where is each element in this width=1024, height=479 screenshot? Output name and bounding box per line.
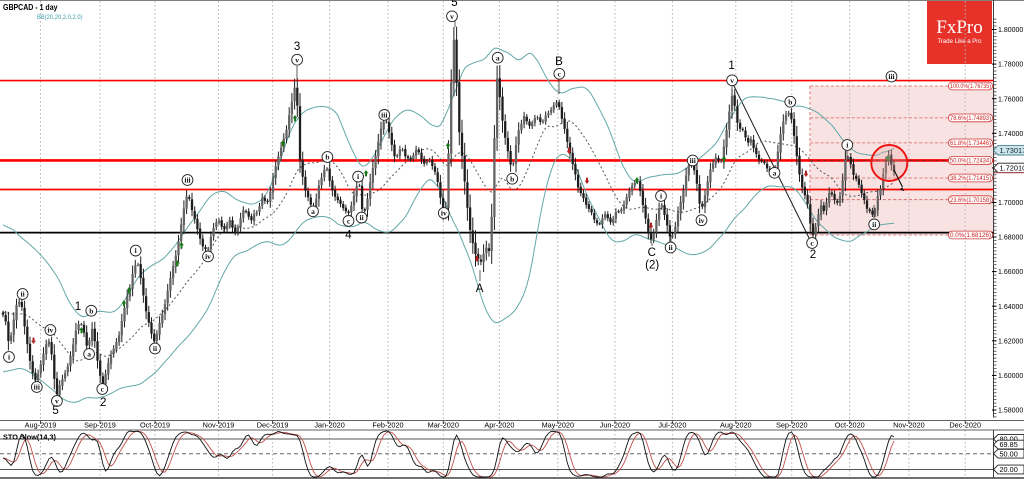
svg-text:1.73017: 1.73017 xyxy=(1000,146,1024,155)
svg-text:Jun-2020: Jun-2020 xyxy=(600,421,630,430)
svg-text:Feb-2020: Feb-2020 xyxy=(372,421,403,430)
svg-text:iv: iv xyxy=(441,209,447,218)
svg-text:A: A xyxy=(476,283,484,295)
svg-text:iv: iv xyxy=(699,216,705,225)
svg-text:0.0%(1.68126): 0.0%(1.68126) xyxy=(950,232,991,239)
svg-text:1.70000: 1.70000 xyxy=(998,200,1023,207)
svg-text:Trade Like a Pro: Trade Like a Pro xyxy=(938,38,982,45)
svg-text:v: v xyxy=(450,12,454,21)
svg-text:5: 5 xyxy=(52,405,58,417)
svg-text:iii: iii xyxy=(34,383,40,392)
svg-text:b: b xyxy=(510,174,514,183)
svg-text:4: 4 xyxy=(345,230,352,242)
svg-text:(2): (2) xyxy=(645,260,659,272)
svg-text:1.68000: 1.68000 xyxy=(998,235,1023,242)
svg-text:c: c xyxy=(101,385,105,394)
svg-text:61.8%(1.73446): 61.8%(1.73446) xyxy=(950,140,991,147)
svg-text:78.6%(1.74893): 78.6%(1.74893) xyxy=(950,115,991,122)
svg-text:STO Slow(14,3): STO Slow(14,3) xyxy=(3,433,57,442)
svg-text:Oct-2020: Oct-2020 xyxy=(835,421,865,430)
svg-text:2: 2 xyxy=(810,249,816,261)
svg-text:Nov-2020: Nov-2020 xyxy=(893,421,925,430)
svg-text:BB(20,20,2.0,2.0): BB(20,20,2.0,2.0) xyxy=(37,14,83,21)
svg-text:Mar-2020: Mar-2020 xyxy=(428,421,459,430)
svg-text:i: i xyxy=(135,246,137,255)
svg-text:ii: ii xyxy=(153,344,157,353)
svg-text:Jul-2020: Jul-2020 xyxy=(658,421,686,430)
svg-text:i: i xyxy=(660,192,662,201)
svg-text:c: c xyxy=(810,239,814,248)
svg-text:38.2%(1.71415): 38.2%(1.71415) xyxy=(950,175,991,182)
svg-text:ii: ii xyxy=(360,213,364,222)
svg-text:Aug-2020: Aug-2020 xyxy=(720,421,752,430)
svg-text:Nov-2019: Nov-2019 xyxy=(203,421,235,430)
svg-text:69.85: 69.85 xyxy=(1000,440,1018,449)
svg-text:ii: ii xyxy=(21,290,25,299)
svg-text:1.78000: 1.78000 xyxy=(998,62,1023,69)
svg-text:1.66000: 1.66000 xyxy=(998,269,1023,276)
svg-text:iii: iii xyxy=(184,176,190,185)
svg-text:50.00: 50.00 xyxy=(1000,449,1018,458)
svg-text:1.76000: 1.76000 xyxy=(998,96,1023,103)
svg-text:Sep-2020: Sep-2020 xyxy=(776,421,808,430)
svg-text:iv: iv xyxy=(205,252,211,261)
svg-text:iii: iii xyxy=(888,72,894,81)
svg-text:iii: iii xyxy=(381,111,387,120)
svg-text:iv: iv xyxy=(47,326,53,335)
svg-text:23.6%(1.70158): 23.6%(1.70158) xyxy=(950,197,991,204)
svg-text:FxPro: FxPro xyxy=(936,17,982,38)
svg-text:1.64000: 1.64000 xyxy=(998,304,1023,311)
svg-text:c: c xyxy=(347,217,351,226)
svg-text:v: v xyxy=(730,76,734,85)
svg-text:i: i xyxy=(846,141,848,150)
svg-text:1.62000: 1.62000 xyxy=(998,338,1023,345)
svg-text:a: a xyxy=(311,207,315,216)
svg-text:GBPCAD - 1 day: GBPCAD - 1 day xyxy=(3,3,58,12)
svg-text:1: 1 xyxy=(75,301,81,313)
svg-text:80.00: 80.00 xyxy=(1000,435,1018,444)
svg-text:v: v xyxy=(55,397,59,406)
svg-text:c: c xyxy=(558,69,562,78)
svg-text:b: b xyxy=(788,97,792,106)
svg-text:C: C xyxy=(648,247,656,259)
svg-text:20.00: 20.00 xyxy=(1000,465,1018,474)
svg-text:1.58000: 1.58000 xyxy=(998,408,1023,415)
svg-text:1: 1 xyxy=(728,60,734,72)
svg-text:iii: iii xyxy=(690,156,696,165)
svg-text:i: i xyxy=(357,172,359,181)
svg-text:1.60000: 1.60000 xyxy=(998,373,1023,380)
svg-text:Apr-2020: Apr-2020 xyxy=(484,421,514,430)
svg-text:50.0%(1.72434): 50.0%(1.72434) xyxy=(950,158,991,165)
svg-text:b: b xyxy=(89,306,93,315)
svg-text:ii: ii xyxy=(872,220,876,229)
svg-text:ii: ii xyxy=(669,243,673,252)
svg-text:Oct-2019: Oct-2019 xyxy=(140,421,170,430)
svg-text:Aug-2019: Aug-2019 xyxy=(25,421,57,430)
svg-text:May-2020: May-2020 xyxy=(542,421,574,430)
svg-text:3: 3 xyxy=(294,41,300,53)
svg-text:Dec-2020: Dec-2020 xyxy=(949,421,981,430)
svg-text:1.72010: 1.72010 xyxy=(1000,164,1024,173)
svg-text:5: 5 xyxy=(451,0,457,9)
svg-text:2: 2 xyxy=(100,397,106,409)
svg-text:Dec-2019: Dec-2019 xyxy=(257,421,289,430)
svg-text:1.80000: 1.80000 xyxy=(998,27,1023,34)
svg-text:v: v xyxy=(295,55,299,64)
svg-text:b: b xyxy=(325,153,329,162)
svg-text:B: B xyxy=(555,56,563,68)
svg-text:Sep-2019: Sep-2019 xyxy=(84,421,116,430)
svg-text:i: i xyxy=(8,353,10,362)
svg-text:a: a xyxy=(773,168,777,177)
svg-text:a: a xyxy=(496,53,500,62)
svg-text:Jan-2020: Jan-2020 xyxy=(314,421,344,430)
svg-text:100.0%(1.76735): 100.0%(1.76735) xyxy=(950,83,991,90)
svg-text:1.74000: 1.74000 xyxy=(998,131,1023,138)
svg-text:a: a xyxy=(87,350,91,359)
